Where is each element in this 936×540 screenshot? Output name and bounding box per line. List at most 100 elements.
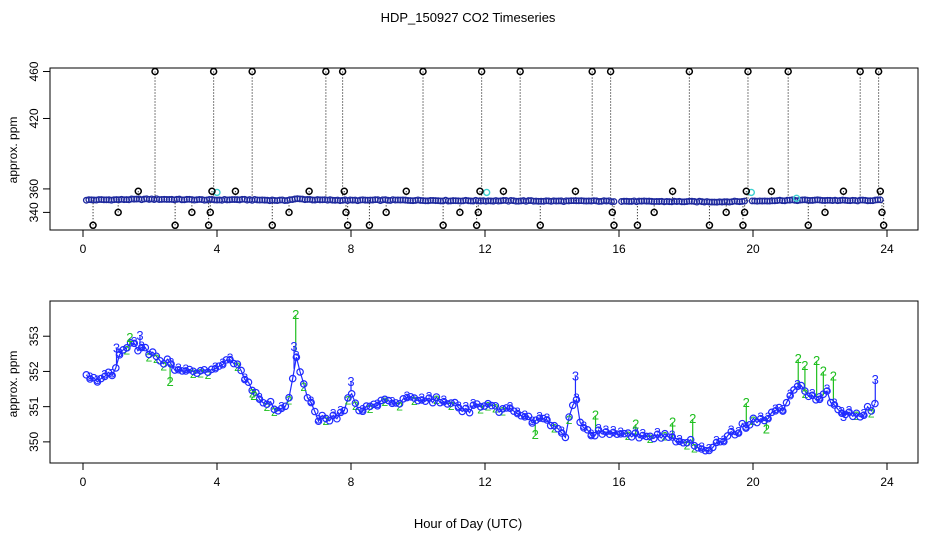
outlier-point [856,67,864,76]
series-3-marker: 3 [669,428,676,442]
series-3-marker: 3 [824,382,831,396]
series-2-spike-label: 2 [592,407,599,422]
filtered-point [123,344,131,352]
outlier-point [268,221,277,230]
filtered-point [311,407,319,416]
filtered-point [620,429,629,438]
raw-panel-axes: 0 4 8 12 16 20 24 340 360 420 460 [27,61,894,256]
filtered-point [182,367,190,375]
filtered-point [576,418,584,427]
filtered-point [720,437,728,446]
outlier-point [206,208,215,217]
raw-panel-plot-area [82,67,888,230]
outlier-point [608,208,617,217]
filtered-point [108,371,116,380]
filtered-point [664,433,673,441]
series-2-spike-label: 2 [743,395,750,410]
filtered-point [436,398,444,407]
series-2-spike-label: 2 [532,427,539,442]
raw-point [874,196,882,204]
filtered-point [502,404,511,412]
filtered-point [170,366,179,374]
filtered-point [521,412,529,421]
filtered-point [366,402,374,411]
series-3-marker: 3 [846,403,853,417]
outlier-point [439,221,447,230]
series-3-marker: 3 [639,427,646,441]
filtered-point [403,393,411,402]
raw-point [608,198,615,206]
outlier-point [285,208,293,217]
filtered-point [425,394,433,402]
raw-panel: approx. ppm 0 4 8 12 16 20 24 340 360 420 460 [6,61,919,256]
filtered-point [712,438,721,447]
raw-panel-x-tick-label: 16 [612,242,626,256]
filtered-point [568,401,577,410]
raw-panel-ylabel: approx. ppm [6,117,20,184]
filtered-point [554,424,562,433]
raw-panel-x-tick-label: 12 [478,242,492,256]
raw-panel-x-tick-label: 24 [880,242,894,256]
outlier-point [342,208,350,217]
outlier-point [804,221,813,230]
filtered-point [237,366,245,375]
filtered-point [642,432,651,441]
outlier-point [305,187,313,196]
filtered-point [252,388,260,397]
filtered-point [159,360,168,368]
filtered-point [546,421,555,430]
filtered-point [336,408,345,417]
filtered-point [392,399,400,407]
outlier-point [322,67,330,76]
filtered-point [439,397,448,406]
filtered-point [388,399,397,408]
series-3-marker: 3 [610,424,617,438]
outlier-point [248,67,256,76]
series-3-marker: 3 [440,393,447,407]
series-2-spike-label: 2 [292,307,299,322]
outlier-point [340,187,349,196]
filtered-point [565,413,573,421]
filtered-point [266,397,275,406]
series-3-marker: 3 [757,410,764,424]
filtered-panel-y-tick-label: 350 [27,432,41,452]
filtered-point [591,431,599,440]
series-3-marker: 3 [138,339,145,353]
raw-panel-y-tick-label: 460 [27,61,41,81]
raw-panel-frame [49,67,919,231]
filtered-point [860,411,868,419]
filtered-point [804,392,813,401]
filtered-point [561,433,570,442]
outlier-point [685,67,694,76]
series-3-marker: 3 [558,424,565,438]
filtered-point [694,444,702,452]
series-3-marker: 3 [418,391,425,405]
outlier-point [474,208,483,217]
outlier-point [114,208,122,217]
filtered-point [484,399,492,408]
filtered-point [178,367,186,375]
series-3-marker: 3 [374,397,381,411]
filtered-point [358,407,367,416]
series-3-spike-label: 3 [136,328,143,343]
filtered-point [414,396,422,405]
raw-panel-x-tick-label: 0 [80,242,87,256]
filtered-point [381,395,389,404]
series-3-marker: 3 [131,335,138,349]
filtered-point [491,401,500,410]
filtered-point [572,395,581,404]
filtered-point [299,380,308,388]
outlier-point [89,221,97,230]
filtered-point [333,414,341,423]
filtered-panel-x-tick-label: 8 [348,475,355,489]
filtered-point [557,429,566,437]
series-3-marker: 3 [676,433,683,447]
filtered-point [679,438,688,447]
filtered-point [399,395,408,403]
filtered-point [303,393,312,402]
series-3-marker: 3 [728,423,735,437]
series-3-spike-label: 3 [872,372,879,387]
outlier-point [536,221,545,230]
